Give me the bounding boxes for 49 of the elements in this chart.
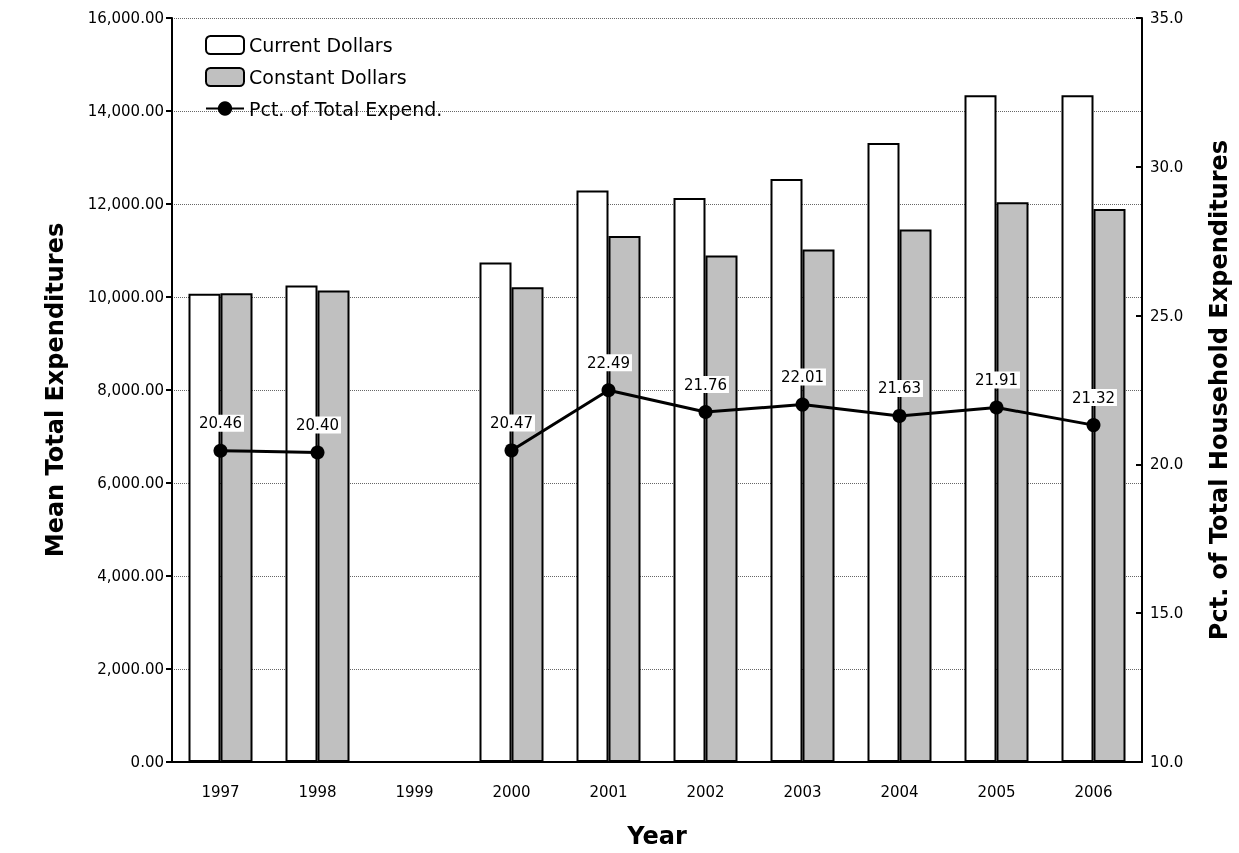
point: [795, 397, 810, 412]
point: [989, 400, 1004, 415]
data-label: 21.63: [878, 379, 921, 398]
x-tick-label: 1997: [201, 782, 240, 801]
x-tick-label: 2003: [783, 782, 822, 801]
point: [601, 383, 616, 398]
y2-tick-label: 20.0: [1150, 455, 1184, 474]
y-axis-title: Mean Total Expenditures: [41, 222, 69, 558]
y-tick-label: 12,000.00: [87, 195, 164, 213]
point: [1086, 418, 1101, 433]
legend-label: Constant Dollars: [249, 66, 407, 88]
x-tick-label: 2004: [880, 782, 919, 801]
point: [698, 405, 713, 420]
y2-tick-label: 25.0: [1150, 306, 1184, 325]
x-tick-label: 2000: [492, 782, 531, 801]
data-label: 20.46: [199, 414, 242, 433]
data-label: 22.01: [781, 368, 824, 387]
y-tick-label: 2,000.00: [97, 660, 164, 678]
y2-tick-label: 30.0: [1150, 157, 1184, 176]
y2-axis-title: Pct. of Total Household Expenditures: [1205, 139, 1233, 641]
data-label: 20.40: [296, 416, 339, 434]
point: [310, 445, 325, 460]
data-label: 20.47: [490, 413, 533, 432]
x-axis-title: Year: [626, 822, 687, 850]
x-tick-label: 2005: [977, 782, 1016, 801]
y2-tick-label: 15.0: [1150, 604, 1184, 623]
y-tick-label: 6,000.00: [97, 474, 164, 492]
x-tick-label: 1999: [395, 782, 434, 801]
y-tick-label: 8,000.00: [97, 381, 164, 399]
point: [504, 443, 519, 458]
legend-label: Pct. of Total Expend.: [249, 97, 443, 120]
y2-tick-label: 10.0: [1150, 753, 1184, 771]
point: [892, 408, 907, 423]
x-tick-label: 1998: [298, 782, 337, 801]
x-tick-label: 2006: [1074, 782, 1113, 801]
x-tick-label: 2002: [686, 782, 725, 801]
point: [213, 443, 228, 458]
data-label: 21.76: [684, 375, 727, 394]
legend-label: Current Dollars: [249, 34, 393, 56]
data-label: 22.49: [587, 353, 630, 372]
y2-tick-label: 35.0: [1150, 9, 1184, 27]
data-label: 21.32: [1072, 388, 1115, 407]
y-tick-label: 14,000.00: [87, 102, 164, 120]
data-label: 21.91: [975, 371, 1018, 390]
y-tick-label: 4,000.00: [97, 567, 164, 585]
y-tick-label: 10,000.00: [87, 288, 164, 306]
y-tick-label: 0.00: [130, 753, 164, 771]
x-tick-label: 2001: [589, 782, 628, 801]
y-tick-label: 16,000.00: [87, 9, 164, 27]
